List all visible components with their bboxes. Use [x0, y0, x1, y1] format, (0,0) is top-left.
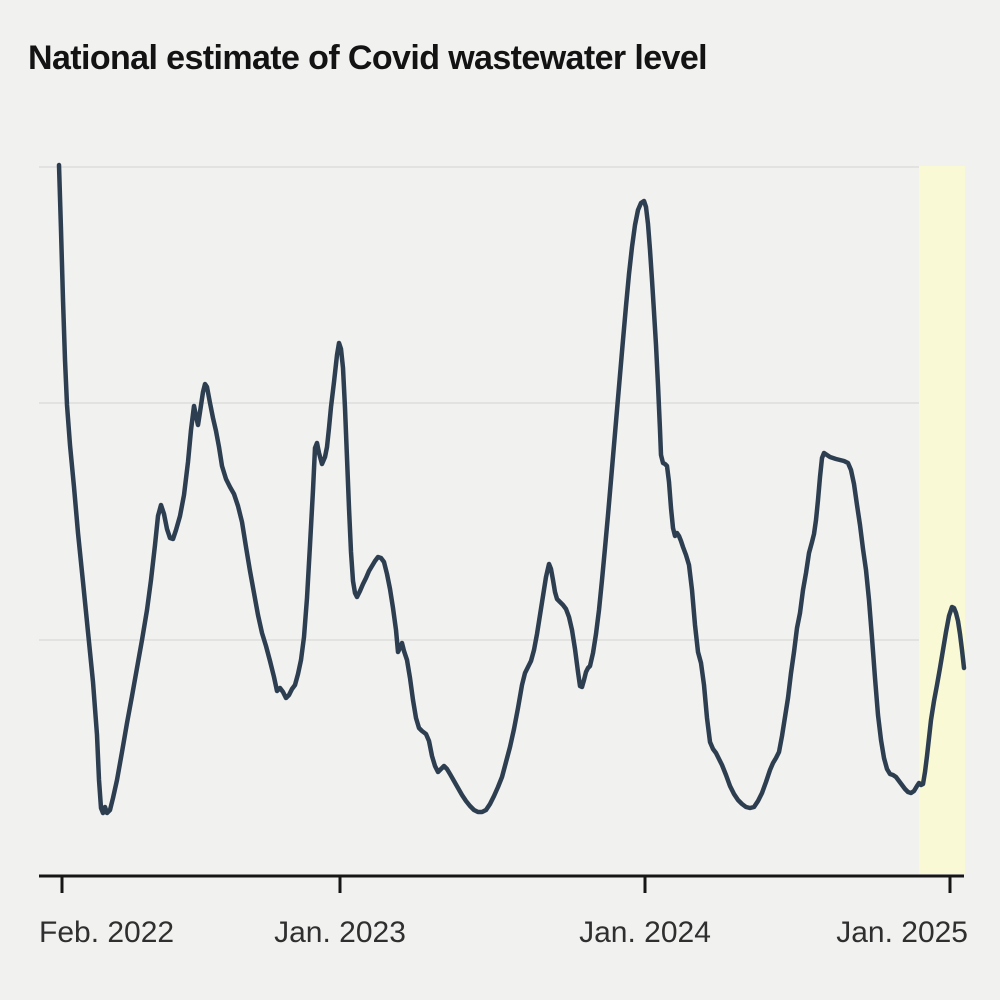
wastewater-trend-line — [56, 162, 967, 816]
chart-title: National estimate of Covid wastewater le… — [28, 39, 708, 77]
